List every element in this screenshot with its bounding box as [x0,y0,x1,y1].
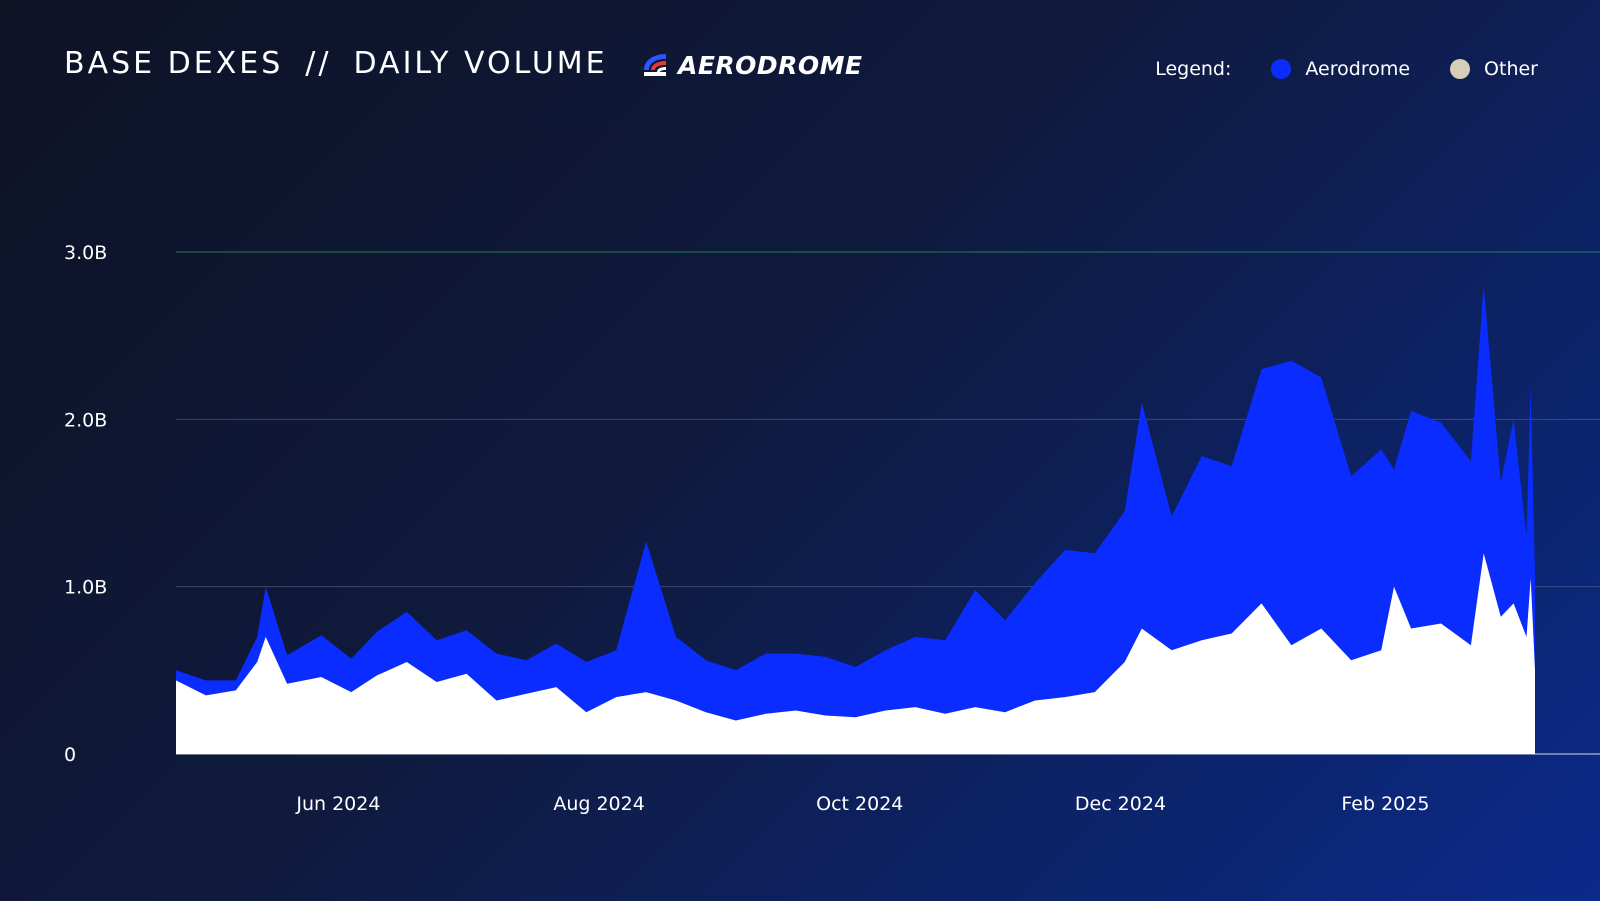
legend-text-other: Other [1484,58,1538,80]
title-separator: // [305,46,332,81]
brand-name: AERODROME [678,50,863,80]
series-area-other [176,553,1535,754]
legend-dot-other [1450,59,1471,79]
x-tick-label-1: Aug 2024 [553,793,645,815]
x-tick-label-4: Feb 2025 [1341,793,1429,815]
y-tick-label-0: 0 [64,744,76,766]
y-tick-label-3: 3.0B [64,242,107,264]
legend: Legend: Aerodrome Other [1155,58,1538,80]
title-right: DAILY VOLUME [353,46,608,81]
x-tick-label-2: Oct 2024 [816,793,903,815]
y-tick-label-1: 1.0B [64,577,107,599]
brand: AERODROME [640,50,863,80]
y-tick-label-2: 2.0B [64,409,107,431]
x-tick-label-0: Jun 2024 [295,793,380,815]
legend-dot-aerodrome [1271,59,1292,79]
legend-text-aerodrome: Aerodrome [1305,58,1411,80]
title-left: BASE DEXES [64,46,284,81]
x-tick-label-3: Dec 2024 [1075,793,1166,815]
legend-item-aerodrome: Aerodrome [1271,58,1410,80]
legend-item-other: Other [1450,58,1538,80]
legend-label: Legend: [1155,58,1232,80]
chart-title: BASE DEXES // DAILY VOLUME [64,46,608,81]
aerodrome-logo-icon [644,54,666,76]
series-area-aerodrome [176,285,1535,721]
